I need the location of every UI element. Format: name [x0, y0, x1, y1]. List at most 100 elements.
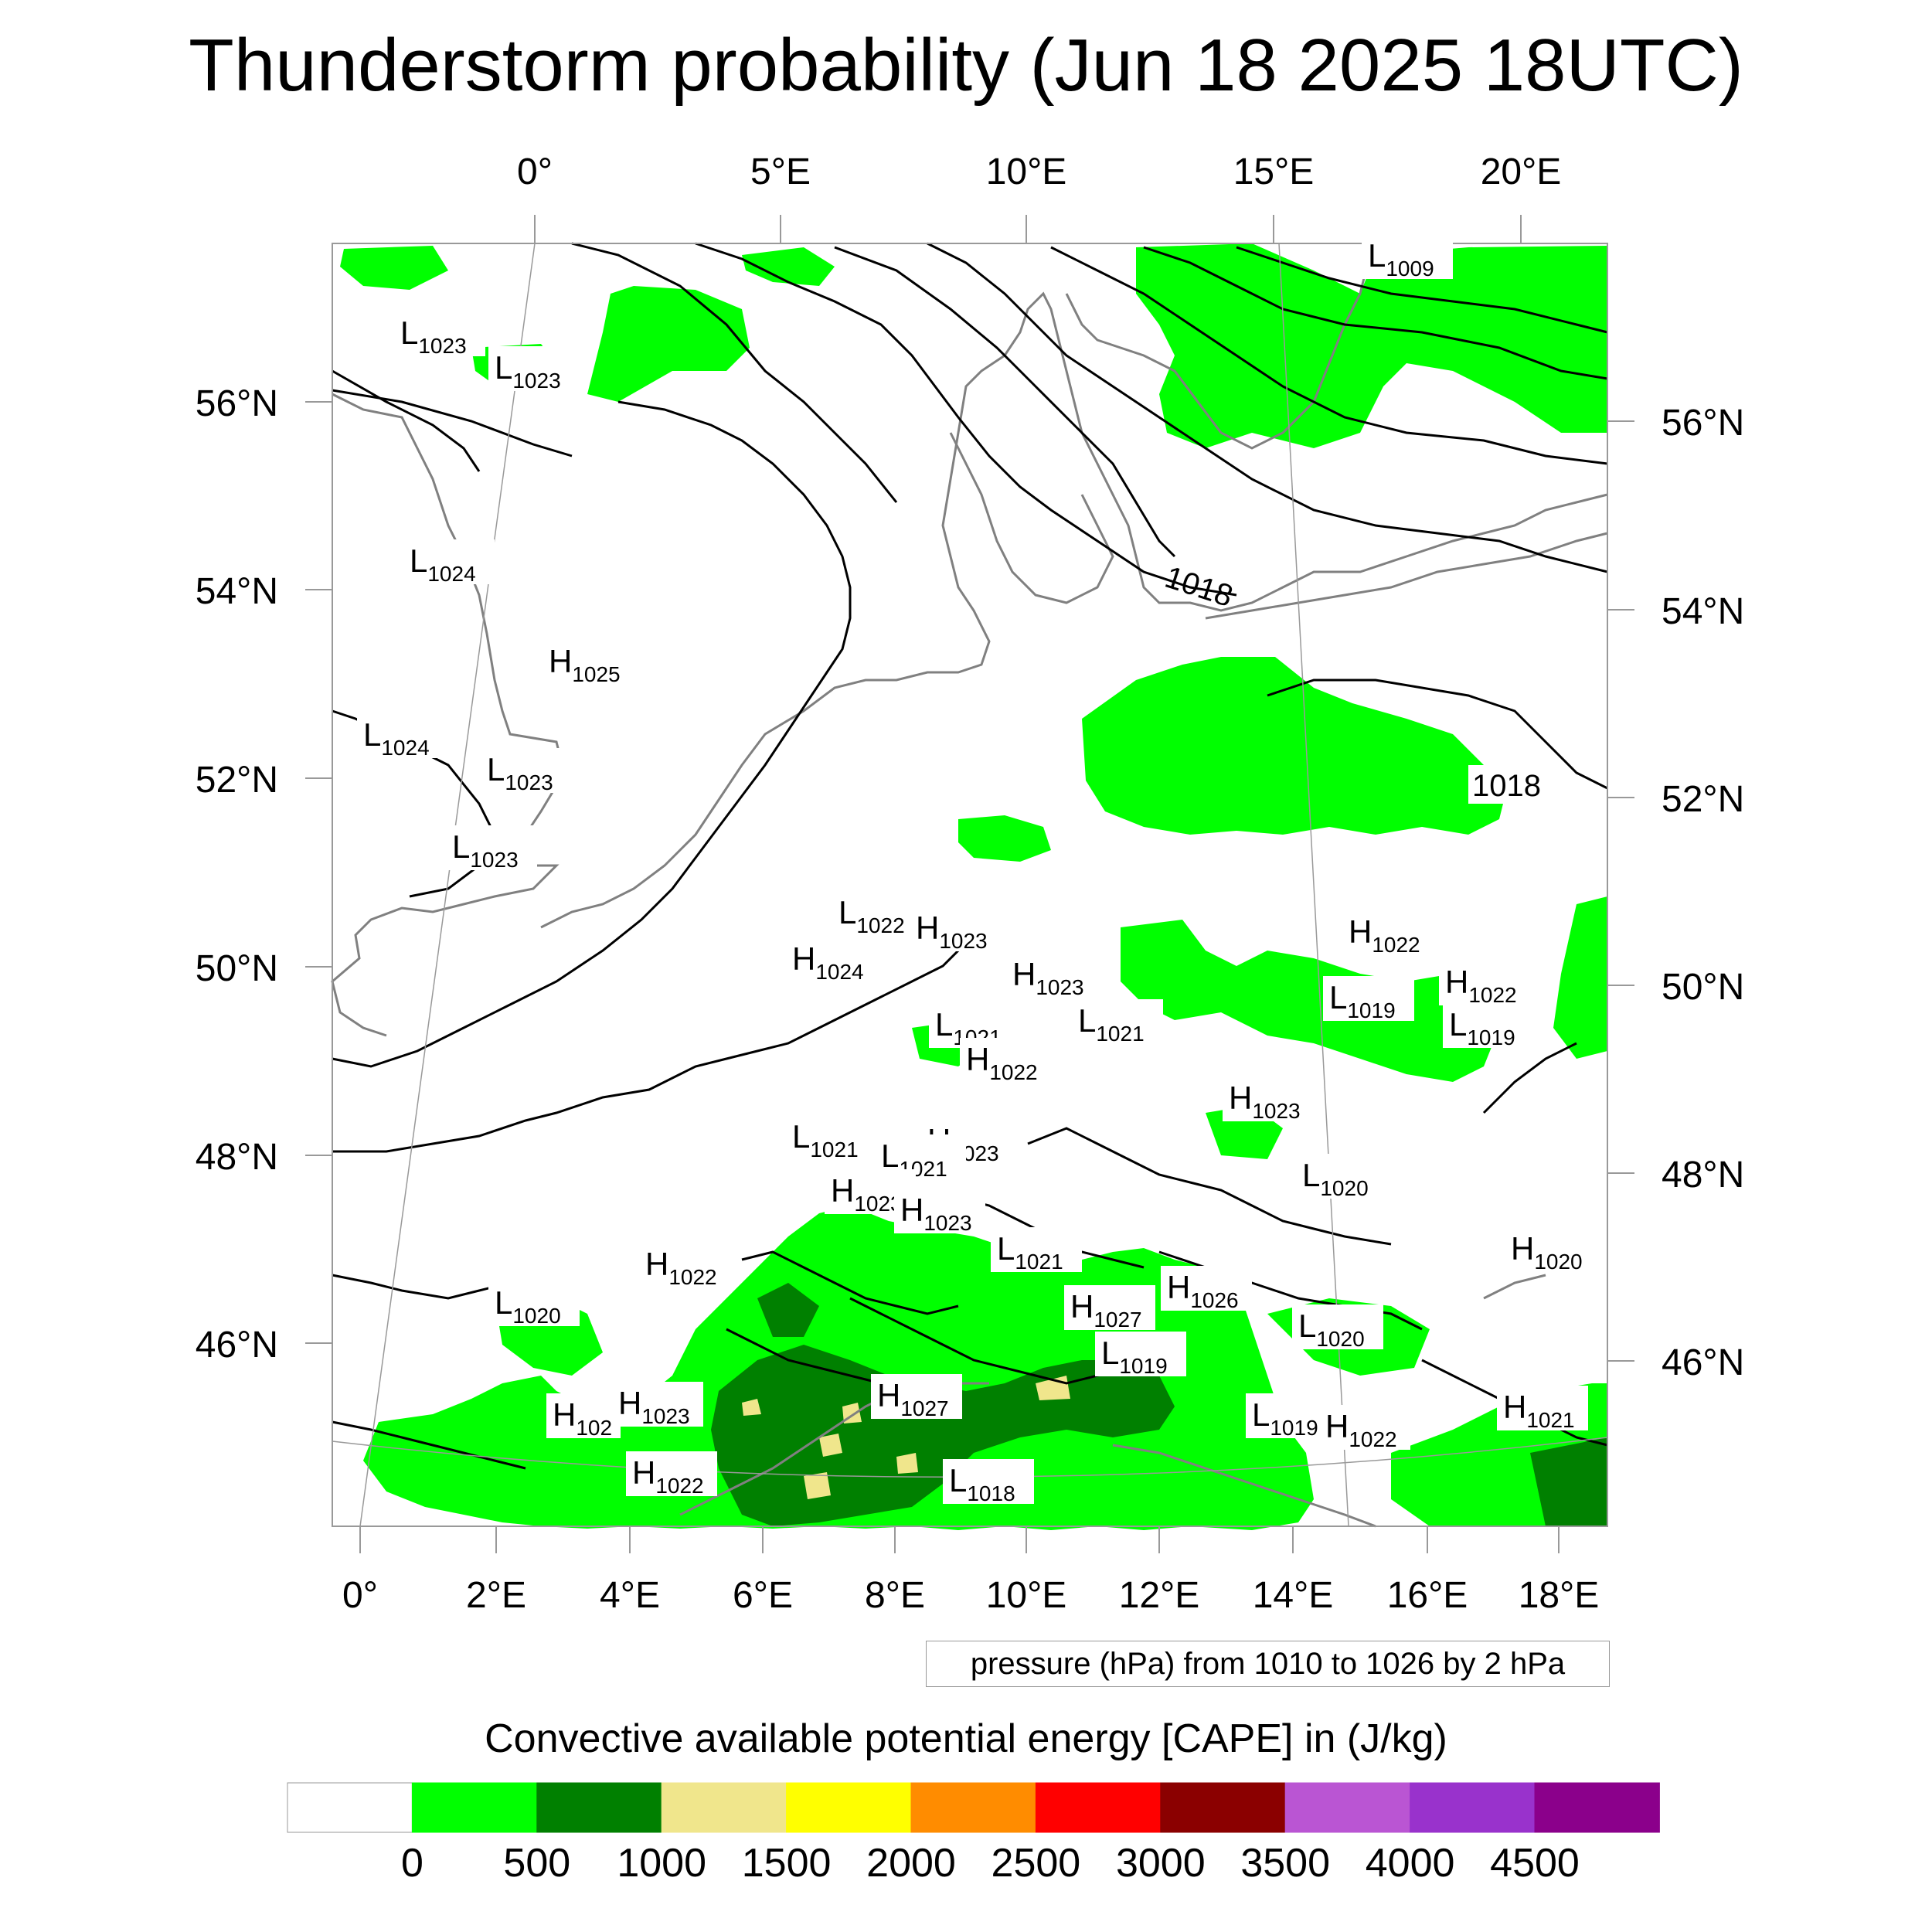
top-longitude-ticks: [534, 215, 1522, 243]
high-pressure-marker: H1022: [626, 1451, 717, 1498]
marker-type: L: [1329, 979, 1347, 1015]
marker-type: L: [400, 315, 418, 351]
marker-value: 1020: [1316, 1327, 1364, 1351]
tick-label: 15°E: [1233, 151, 1315, 192]
marker-label: H1027: [877, 1377, 949, 1420]
cape-colorbar: [287, 1782, 1660, 1833]
coastline-denmark: [949, 432, 1114, 604]
cape-area-500: [1530, 1437, 1607, 1526]
marker-label: H1022: [632, 1454, 704, 1498]
marker-value: 1024: [381, 736, 429, 760]
low-pressure-marker: L1022: [832, 891, 923, 937]
low-pressure-marker: L1019: [1443, 1003, 1534, 1049]
marker-type: L: [495, 1284, 512, 1321]
low-pressure-marker: L1023: [488, 346, 580, 393]
tick-label: 54°N: [1662, 591, 1744, 632]
cape-area-1000: [804, 1472, 831, 1499]
marker-background: [639, 1243, 730, 1287]
marker-type: H: [1503, 1389, 1526, 1425]
cape-area: [340, 246, 448, 290]
marker-value: 1019: [1347, 998, 1395, 1022]
marker-value: 1023: [1252, 1099, 1300, 1123]
isobar: [1267, 679, 1608, 790]
cape-area-500: [757, 1283, 819, 1337]
marker-value: 1019: [1119, 1354, 1167, 1378]
tick-label: 50°N: [1662, 967, 1744, 1008]
marker-type: H: [645, 1246, 668, 1282]
colorbar-label: 2000: [866, 1841, 956, 1886]
cape-area-1000: [896, 1453, 918, 1474]
marker-label: H1025: [549, 643, 621, 686]
tick-label: 52°N: [196, 760, 278, 801]
low-pressure-marker: L1018: [943, 1459, 1034, 1505]
meridian-0: [359, 243, 536, 1527]
marker-label: H102: [553, 1396, 612, 1440]
bottom-longitude-ticks: [359, 1526, 1560, 1553]
colorbar-swatch: [1284, 1782, 1411, 1833]
isobar: [1050, 246, 1608, 465]
marker-value: 1027: [1094, 1308, 1141, 1332]
isobar: [1236, 246, 1608, 334]
marker-label: H1022: [966, 1041, 1038, 1084]
marker-label: L1019: [1101, 1335, 1168, 1378]
marker-type: H: [1349, 913, 1372, 950]
bottom-longitude-labels: 0° 2°E 4°E 6°E 8°E 10°E 12°E 14°E 16°E 1…: [342, 1575, 1599, 1616]
tick-label: 56°N: [196, 383, 278, 424]
marker-type: L: [487, 751, 505, 787]
tick-label: 46°N: [1662, 1342, 1744, 1383]
tick-label: 2°E: [466, 1575, 526, 1616]
tick-label: 4°E: [600, 1575, 660, 1616]
tick-label: 48°N: [196, 1137, 278, 1178]
colorbar-label: 2500: [992, 1841, 1081, 1886]
marker-value: 1019: [1467, 1026, 1515, 1049]
colorbar-swatch: [910, 1782, 1036, 1833]
colorbar-swatch: [287, 1782, 413, 1833]
low-pressure-marker: L1023: [481, 748, 572, 794]
high-pressure-marker: H1023: [894, 1189, 985, 1235]
colorbar-swatch: [786, 1782, 912, 1833]
isobar: [927, 242, 1608, 573]
high-pressure-marker: H1020: [1505, 1227, 1596, 1274]
isobar: [332, 389, 573, 457]
isobar: [834, 246, 1176, 558]
marker-background: [871, 1374, 962, 1419]
colorbar-title: Convective available potential energy [C…: [485, 1716, 1447, 1761]
tick-label: 20°E: [1481, 151, 1562, 192]
marker-value: 1023: [505, 770, 553, 794]
marker-label: L1021: [792, 1118, 859, 1162]
coastline-poland: [1205, 532, 1608, 620]
colorbar-swatch: [1410, 1782, 1536, 1833]
marker-background: [943, 1459, 1034, 1504]
low-pressure-marker: L1024: [357, 713, 448, 760]
marker-background: [626, 1451, 717, 1496]
tick-label: 6°E: [733, 1575, 793, 1616]
marker-type: L: [495, 349, 512, 386]
marker-type: L: [1252, 1396, 1270, 1433]
marker-value: 1021: [1526, 1408, 1574, 1432]
marker-type: H: [1229, 1080, 1252, 1116]
marker-background: [446, 825, 537, 870]
isobar: [332, 400, 852, 1068]
top-longitude-labels: 0° 5°E 10°E 15°E 20°E: [517, 151, 1561, 192]
marker-background: [546, 1393, 621, 1438]
marker-value: 1021: [810, 1138, 858, 1162]
marker-background: [894, 1189, 985, 1233]
marker-value: 1022: [856, 913, 904, 937]
marker-value: 1023: [1036, 975, 1083, 999]
left-latitude-labels: 56°N 54°N 52°N 50°N 48°N 46°N: [196, 383, 278, 1366]
marker-type: L: [838, 894, 856, 930]
marker-label: H1021: [1503, 1389, 1575, 1432]
marker-background: [1064, 1285, 1155, 1330]
marker-value: 1022: [655, 1474, 703, 1498]
marker-background: [488, 1281, 580, 1326]
colorbar-label: 1500: [742, 1841, 832, 1886]
tick-label: 48°N: [1662, 1155, 1744, 1196]
marker-value: 1020: [512, 1304, 560, 1328]
marker-background: [960, 1038, 1051, 1083]
low-pressure-marker: L1024: [403, 539, 495, 586]
marker-background: [1362, 234, 1453, 279]
marker-label: H1022: [1325, 1408, 1397, 1451]
marker-background: [786, 937, 877, 982]
isobar-label-box: [1468, 765, 1553, 804]
colorbar-label: 0: [401, 1841, 423, 1886]
